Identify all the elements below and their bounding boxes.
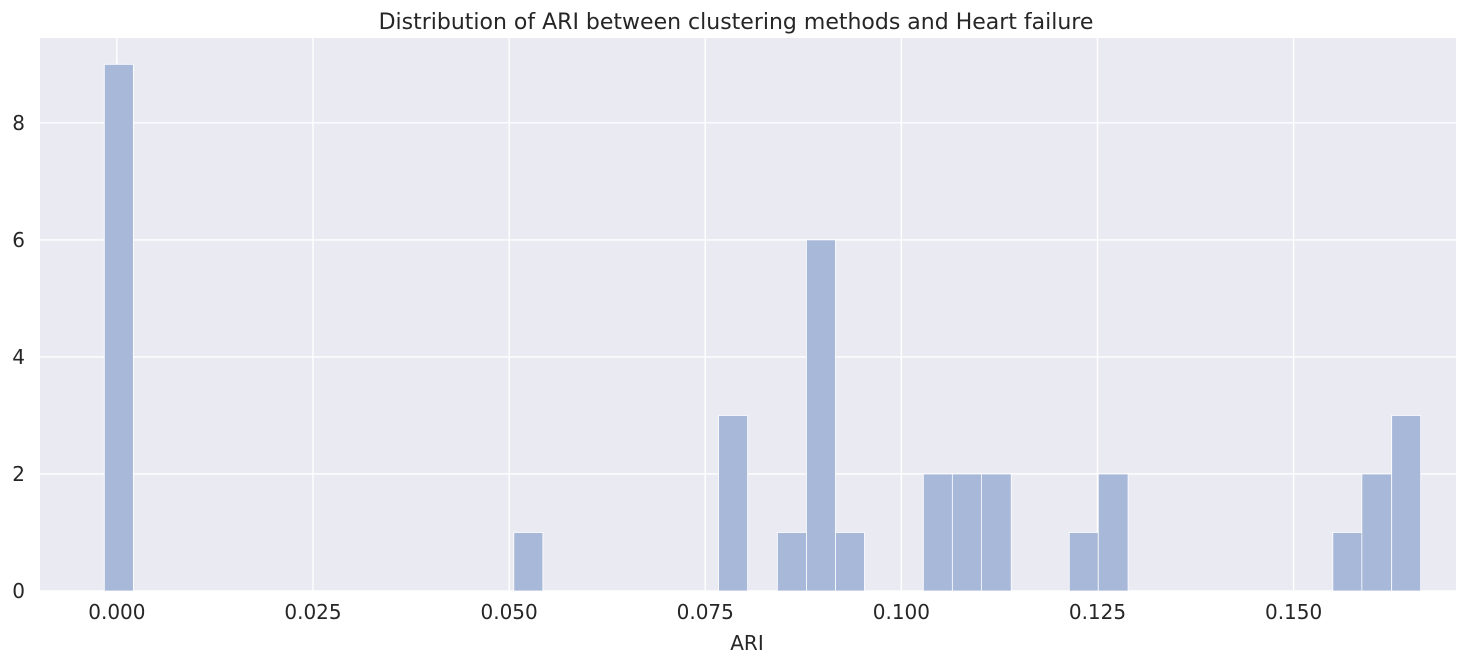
x-tick-label: 0.100 [873,600,930,624]
y-tick-label: 6 [12,228,25,252]
histogram-bar [922,473,953,592]
y-tick-label: 0 [12,579,25,603]
histogram-bar [103,63,134,592]
histogram-bar [1097,473,1129,592]
x-tick-label: 0.125 [1069,600,1126,624]
histogram-bar [1391,415,1422,592]
histogram-bar [1361,473,1393,592]
histogram-bars [103,63,1422,592]
histogram-bar [718,415,749,592]
histogram-bar [980,473,1012,592]
y-tick-label: 4 [12,345,25,369]
x-tick-label: 0.150 [1265,600,1322,624]
x-tick-label: 0.025 [284,600,341,624]
x-tick-labels: 0.000 0.025 0.050 0.075 0.100 0.125 0.150 [88,600,1322,624]
chart-title: Distribution of ARI between clustering m… [379,10,1094,35]
x-tick-label: 0.050 [480,600,537,624]
histogram-bar [835,532,865,592]
y-tick-labels: 0 2 4 6 8 [12,111,25,603]
y-tick-label: 8 [12,111,25,135]
y-tick-label: 2 [12,462,25,486]
y-gridlines [40,122,1456,592]
x-axis-label: ARI [730,631,763,655]
histogram-bar [951,473,982,592]
histogram-bar [806,239,836,592]
histogram-bar [1332,532,1363,592]
histogram-bar [513,532,544,592]
histogram-bar [1068,532,1099,592]
x-tick-label: 0.075 [677,600,734,624]
x-tick-label: 0.000 [88,600,145,624]
histogram-bar [777,532,807,592]
